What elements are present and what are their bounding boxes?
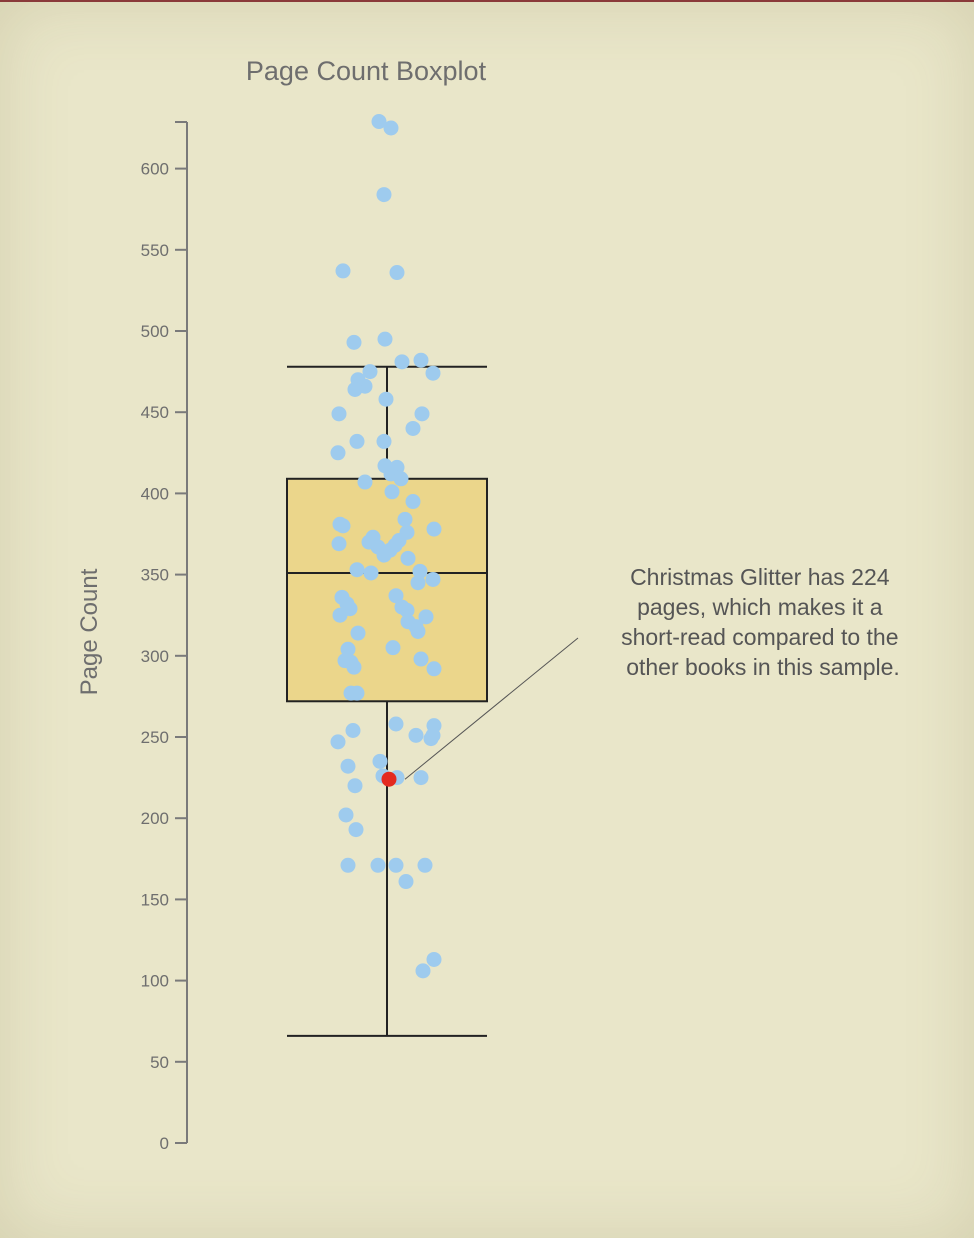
data-point[interactable] [371,114,387,130]
data-point[interactable] [335,263,351,279]
data-point[interactable] [408,727,424,743]
data-point[interactable] [340,758,356,774]
data-point[interactable] [335,518,351,534]
y-axis: 0 50 100 150 200 250 300 350 400 450 500 550 600 [141,121,188,1153]
annotation-line-4: other books in this sample. [626,654,900,680]
annotation-leader-line [404,637,579,780]
data-point[interactable] [376,547,392,563]
data-point[interactable] [410,623,426,639]
data-point[interactable] [331,536,347,552]
data-point[interactable] [349,562,365,578]
data-point[interactable] [426,951,442,967]
data-point[interactable] [346,334,362,350]
data-point[interactable] [393,471,409,487]
boxplot [286,365,488,1037]
data-point[interactable] [394,354,410,370]
data-point[interactable] [423,731,439,747]
data-point[interactable] [425,571,441,587]
data-point[interactable] [362,364,378,380]
data-point[interactable] [418,609,434,625]
data-point[interactable] [372,753,388,769]
y-tick-label: 350 [141,566,169,585]
y-tick-label: 250 [141,728,169,747]
data-point[interactable] [389,265,405,281]
annotation-line-1: Christmas Glitter has 224 [630,564,890,590]
data-point[interactable] [398,874,414,890]
data-point[interactable] [384,484,400,500]
data-point[interactable] [378,391,394,407]
data-point[interactable] [413,770,429,786]
data-point[interactable] [347,778,363,794]
data-point[interactable] [388,857,404,873]
data-point[interactable] [376,187,392,203]
data-point[interactable] [399,602,415,618]
data-point[interactable] [338,807,354,823]
data-point[interactable] [413,352,429,368]
data-point[interactable] [376,433,392,449]
data-point[interactable] [345,723,361,739]
data-point[interactable] [363,565,379,581]
data-point[interactable] [414,406,430,422]
y-axis-label: Page Count [76,568,103,695]
data-point[interactable] [426,661,442,677]
y-tick-label: 150 [141,890,169,909]
y-tick-label: 450 [141,403,169,422]
data-point[interactable] [405,420,421,436]
data-point[interactable] [383,120,399,136]
data-point[interactable] [397,511,413,527]
data-point[interactable] [388,716,404,732]
data-point[interactable] [340,641,356,657]
data-point[interactable] [350,625,366,641]
data-points [330,114,442,979]
annotation-line-2: pages, which makes it a [637,594,883,620]
data-point[interactable] [331,406,347,422]
y-tick-label: 200 [141,809,169,828]
y-tick-label: 600 [141,160,169,179]
y-tick-label: 300 [141,647,169,666]
y-axis-ticks: 0 50 100 150 200 250 300 350 400 450 500 550 600 [141,160,187,1153]
annotation-line-3: short-read compared to the [621,624,898,650]
data-point[interactable] [349,433,365,449]
data-point[interactable] [348,822,364,838]
data-point[interactable] [426,521,442,537]
highlight-point[interactable] [381,771,397,787]
data-point[interactable] [349,685,365,701]
data-point[interactable] [377,331,393,347]
y-tick-label: 400 [141,484,169,503]
y-tick-label: 50 [150,1053,169,1072]
data-point[interactable] [410,575,426,591]
y-tick-label: 0 [160,1134,169,1153]
chart-title: Page Count Boxplot [246,56,487,86]
data-point[interactable] [413,651,429,667]
y-tick-label: 100 [141,972,169,991]
data-point[interactable] [385,640,401,656]
data-point[interactable] [357,474,373,490]
y-tick-label: 500 [141,322,169,341]
data-point[interactable] [400,550,416,566]
data-point[interactable] [347,381,363,397]
data-point[interactable] [340,857,356,873]
data-point[interactable] [417,857,433,873]
data-point[interactable] [415,963,431,979]
data-point[interactable] [330,734,346,750]
data-point[interactable] [405,494,421,510]
data-point[interactable] [412,563,428,579]
data-point[interactable] [346,659,362,675]
data-point[interactable] [332,607,348,623]
data-point[interactable] [388,588,404,604]
data-point[interactable] [330,445,346,461]
data-point[interactable] [370,857,386,873]
iqr-box [286,477,488,703]
annotation-text: Christmas Glitter has 224 pages, which m… [621,564,905,680]
y-tick-label: 550 [141,241,169,260]
data-point[interactable] [425,365,441,381]
